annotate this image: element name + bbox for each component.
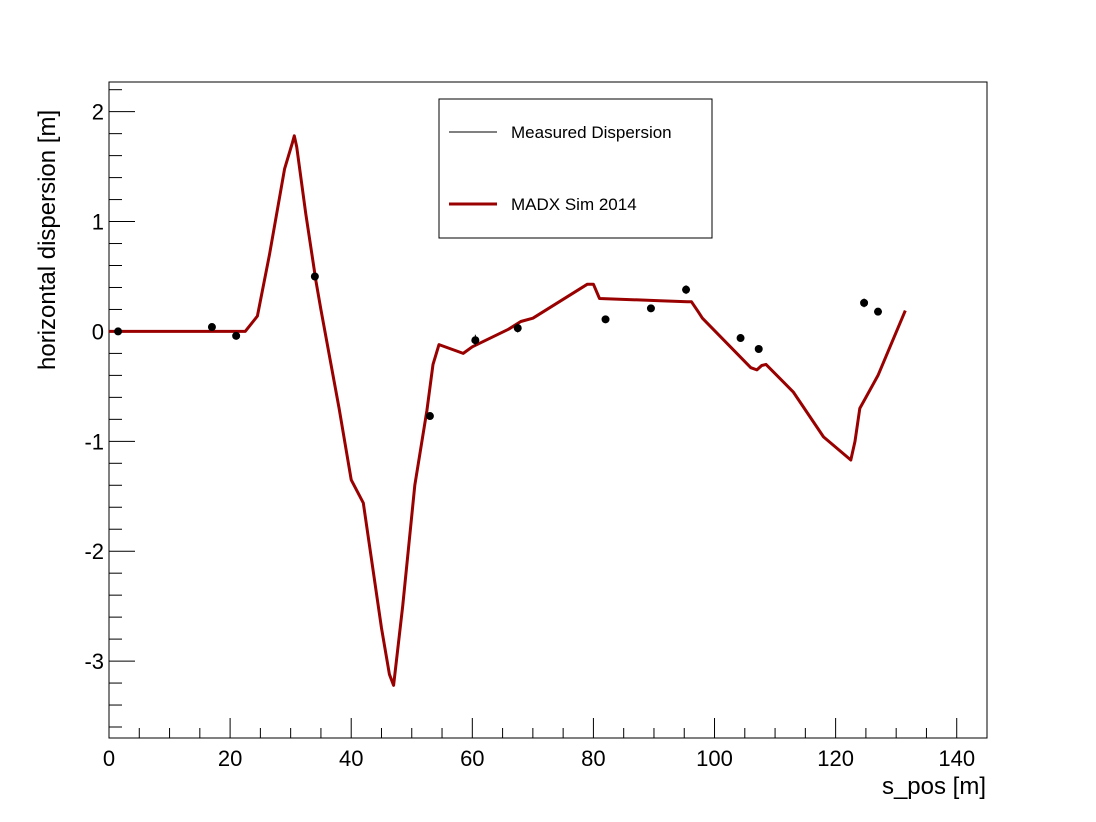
measured-point <box>646 304 655 313</box>
measured-point <box>471 336 480 345</box>
measured-point <box>114 327 123 336</box>
y-tick-label: 0 <box>92 319 104 344</box>
x-tick-label: 100 <box>696 746 733 771</box>
legend-label-sim: MADX Sim 2014 <box>511 195 637 214</box>
measured-point <box>513 324 522 333</box>
measured-point <box>754 345 763 354</box>
legend-box <box>438 98 713 239</box>
x-axis-title: s_pos [m] <box>882 773 986 800</box>
measured-point <box>682 285 691 294</box>
sim-series <box>109 134 907 687</box>
plot-frame <box>108 81 988 739</box>
legend-label-measured: Measured Dispersion <box>511 123 672 142</box>
legend: Measured Dispersion MADX Sim 2014 <box>438 98 713 239</box>
measured-point <box>874 307 883 316</box>
measured-point <box>601 315 610 324</box>
y-tick-label: -1 <box>84 429 104 454</box>
x-tick-label: 60 <box>460 746 484 771</box>
measured-point <box>425 412 434 421</box>
x-tick-label: 0 <box>103 746 115 771</box>
y-tick-label: -3 <box>84 649 104 674</box>
x-tick-label: 80 <box>581 746 605 771</box>
measured-series <box>114 272 883 421</box>
y-tick-label: 1 <box>92 210 104 235</box>
x-tick-label: 20 <box>218 746 242 771</box>
x-tick-label: 40 <box>339 746 363 771</box>
x-tick-label: 140 <box>938 746 975 771</box>
measured-point <box>736 334 745 343</box>
x-tick-label: 120 <box>817 746 854 771</box>
sim-line <box>109 134 907 687</box>
measured-point <box>207 323 216 332</box>
y-tick-label: -2 <box>84 539 104 564</box>
y-axis: -3 -2 -1 0 1 2 <box>84 89 135 728</box>
measured-point <box>860 298 869 307</box>
measured-point <box>310 272 319 281</box>
y-tick-label: 2 <box>92 100 104 125</box>
x-axis: 0 20 40 60 80 100 120 140 <box>103 718 975 771</box>
y-axis-title: horizontal dispersion [m] <box>34 110 61 370</box>
measured-point <box>232 331 241 340</box>
